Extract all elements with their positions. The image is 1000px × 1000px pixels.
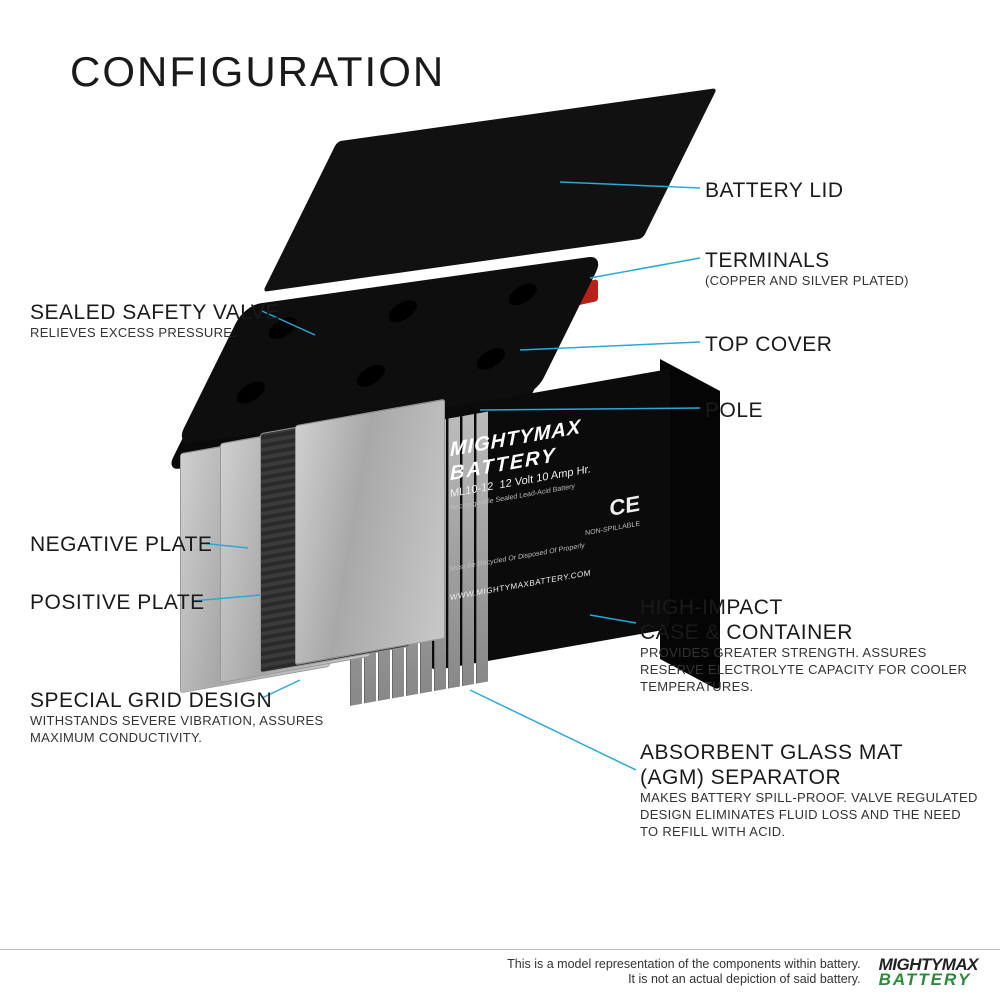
plate-3 bbox=[295, 399, 445, 665]
callout-top-cover: TOP COVER bbox=[705, 332, 832, 357]
callout-agm-separator: ABSORBENT GLASS MAT (AGM) SEPARATORMAKES… bbox=[640, 740, 980, 841]
callout-terminals: TERMINALS(COPPER AND SILVER PLATED) bbox=[705, 248, 909, 290]
footer-rule bbox=[0, 949, 1000, 950]
callout-sealed-valve: SEALED SAFETY VALVERELIEVES EXCESS PRESS… bbox=[30, 300, 280, 342]
callout-positive-plate: POSITIVE PLATE bbox=[30, 590, 205, 615]
page-title: CONFIGURATION bbox=[70, 48, 445, 96]
battery-exploded-illustration: MIGHTYMAX BATTERY ML10-12 12 Volt 10 Amp… bbox=[140, 120, 700, 750]
footer-logo: MIGHTYMAX BATTERY bbox=[879, 957, 978, 988]
footer: This is a model representation of the co… bbox=[0, 952, 1000, 992]
callout-case-container: HIGH-IMPACT CASE & CONTAINERPROVIDES GRE… bbox=[640, 595, 980, 696]
footer-disclaimer: This is a model representation of the co… bbox=[507, 957, 860, 987]
callout-pole: POLE bbox=[705, 398, 763, 423]
callout-grid-design: SPECIAL GRID DESIGNWITHSTANDS SEVERE VIB… bbox=[30, 688, 350, 747]
callout-negative-plate: NEGATIVE PLATE bbox=[30, 532, 212, 557]
callout-battery-lid: BATTERY LID bbox=[705, 178, 844, 203]
battery-lid-shape bbox=[263, 88, 717, 292]
